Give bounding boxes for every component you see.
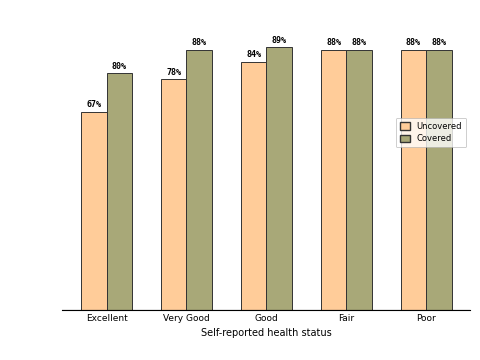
- Bar: [401, 50, 426, 310]
- Text: 80%: 80%: [112, 62, 127, 71]
- Text: 88%: 88%: [326, 39, 341, 48]
- Legend: Uncovered, Covered: Uncovered, Covered: [396, 118, 466, 147]
- Text: 84%: 84%: [246, 50, 261, 59]
- Bar: [186, 50, 212, 310]
- Text: 88%: 88%: [406, 39, 421, 48]
- Bar: [107, 73, 132, 310]
- Text: 78%: 78%: [166, 68, 181, 77]
- Bar: [81, 112, 107, 310]
- Bar: [426, 50, 452, 310]
- Text: 88%: 88%: [352, 39, 367, 48]
- Bar: [266, 47, 292, 310]
- Bar: [321, 50, 347, 310]
- Text: 88%: 88%: [192, 39, 207, 48]
- Bar: [347, 50, 372, 310]
- Text: 67%: 67%: [86, 100, 101, 109]
- Text: 88%: 88%: [432, 39, 446, 48]
- X-axis label: Self-reported health status: Self-reported health status: [201, 328, 332, 338]
- Text: 89%: 89%: [272, 36, 287, 45]
- Bar: [241, 62, 266, 310]
- Bar: [161, 79, 186, 310]
